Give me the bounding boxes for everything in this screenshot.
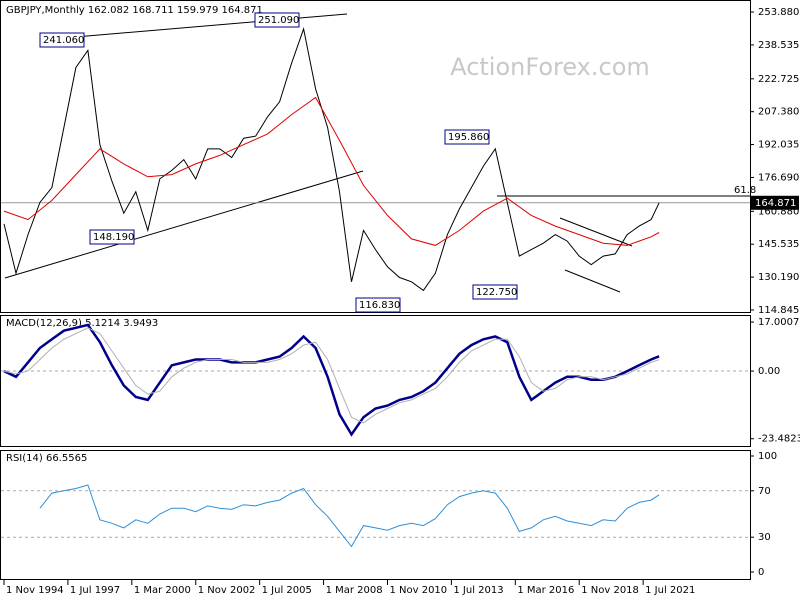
trend-line (559, 217, 633, 247)
x-tick-label: 1 Nov 2002 (198, 585, 256, 596)
annotation-box (355, 297, 401, 313)
annotation-label: 241.060 (43, 35, 84, 46)
series-line (39, 484, 660, 548)
y-tick-label: 145.535 (758, 239, 799, 250)
y-tick-label: 207.380 (758, 107, 799, 118)
y-tick-label: 0 (758, 567, 764, 578)
watermark: ActionForex.com (450, 53, 650, 81)
annotation-box (89, 229, 135, 245)
x-tick-label: 1 Jul 2013 (453, 585, 503, 596)
y-tick-label: 160.880 (758, 206, 799, 217)
y-tick-label: -23.4823 (758, 434, 800, 445)
y-tick-label: 253.880 (758, 7, 799, 18)
rsi-pane (0, 450, 751, 580)
trend-line (4, 170, 364, 279)
y-tick-label: 222.725 (758, 74, 799, 85)
x-tick-label: 1 Jul 2005 (262, 585, 312, 596)
x-tick-label: 1 Mar 2016 (517, 585, 574, 596)
y-tick-label: 130.190 (758, 272, 799, 283)
trend-line (564, 269, 621, 293)
y-tick-label: 30 (758, 532, 771, 543)
y-tick-label: 17.0007 (758, 317, 799, 328)
x-tick-label: 1 Jul 1997 (70, 585, 120, 596)
x-tick-label: 1 Jul 2021 (645, 585, 695, 596)
annotation-label: 116.830 (359, 300, 400, 311)
annotation-box (254, 12, 300, 28)
y-tick-label: 70 (758, 486, 771, 497)
x-tick-label: 1 Nov 1994 (6, 585, 64, 596)
last-price-label: 164.871 (755, 198, 796, 209)
y-tick-label: 238.535 (758, 40, 799, 51)
series-line (3, 327, 660, 424)
y-tick-label: 176.690 (758, 172, 799, 183)
last-price-box (751, 195, 799, 210)
annotation-box (39, 32, 85, 48)
chart-title: GBPJPY,Monthly 162.082 168.711 159.979 1… (6, 5, 263, 16)
macd-pane (0, 315, 751, 447)
annotation-box (472, 284, 518, 300)
annotation-box (444, 129, 490, 145)
annotation-label: 195.860 (448, 132, 489, 143)
y-tick-label: 114.845 (758, 305, 799, 316)
series-line (3, 323, 660, 437)
rsi-title: RSI(14) 66.5565 (6, 453, 87, 464)
macd-title: MACD(12,26,9) 5.1214 3.9493 (6, 318, 158, 329)
annotation-label: 251.090 (258, 15, 299, 26)
y-tick-label: 192.035 (758, 140, 799, 151)
series-line (3, 27, 660, 292)
y-tick-label: 0.00 (758, 366, 780, 377)
annotation-label: 148.190 (93, 232, 134, 243)
series-line (3, 96, 660, 246)
y-tick-label: 100 (758, 451, 777, 462)
x-tick-label: 1 Nov 2010 (389, 585, 447, 596)
x-tick-label: 1 Mar 2008 (326, 585, 383, 596)
annotation-label: 122.750 (476, 287, 517, 298)
x-tick-label: 1 Nov 2018 (581, 585, 639, 596)
fib-label: 61.8 (734, 185, 756, 196)
x-tick-label: 1 Mar 2000 (134, 585, 191, 596)
